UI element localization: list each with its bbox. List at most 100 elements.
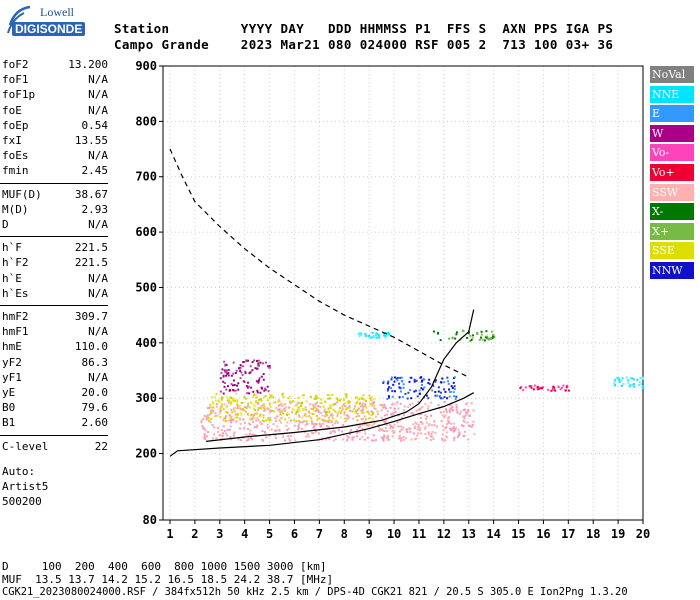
echo-point	[314, 431, 317, 434]
echo-point	[402, 435, 405, 438]
echo-point	[374, 333, 377, 336]
echo-point	[440, 419, 443, 422]
echo-point	[295, 410, 298, 413]
echo-point	[264, 431, 267, 434]
echo-point	[349, 430, 352, 433]
echo-point	[441, 414, 444, 417]
echo-point	[346, 417, 349, 420]
echo-point	[251, 418, 254, 421]
echo-point	[236, 401, 239, 404]
echo-point	[445, 431, 448, 434]
parameter-row-hf2: h`F2 221.5	[0, 256, 108, 270]
echo-point	[445, 425, 448, 428]
echo-point	[247, 428, 250, 431]
echo-point	[232, 433, 235, 436]
echo-point	[239, 439, 242, 442]
parameter-value: 309.7	[74, 310, 108, 323]
echo-point	[223, 385, 226, 388]
echo-point	[393, 376, 396, 379]
echo-point	[214, 412, 217, 415]
echo-point	[280, 402, 283, 405]
echo-point	[230, 438, 233, 441]
lowell-logo: Lowell DIGISONDE	[6, 5, 106, 39]
echo-point	[315, 429, 318, 432]
echo-point	[364, 432, 367, 435]
echo-point	[241, 365, 244, 368]
echo-point	[367, 412, 370, 415]
echo-point	[404, 392, 407, 395]
parameter-label: foE	[2, 103, 22, 117]
echo-point	[215, 403, 218, 406]
echo-point	[263, 409, 266, 412]
echo-point	[396, 421, 399, 424]
echo-point	[293, 419, 296, 422]
echo-point	[411, 402, 414, 405]
echo-point	[341, 405, 344, 408]
echo-point	[248, 432, 251, 435]
echo-point	[427, 407, 430, 410]
echo-point	[295, 404, 298, 407]
echo-point	[346, 407, 349, 410]
echo-point	[315, 407, 318, 410]
echo-point	[399, 402, 402, 405]
echo-point	[272, 401, 275, 404]
echo-point	[413, 427, 416, 430]
echo-point	[336, 412, 339, 415]
echo-point	[367, 424, 370, 427]
echo-point	[550, 389, 553, 392]
echo-point	[387, 396, 390, 399]
echo-point	[358, 403, 361, 406]
echo-point	[243, 421, 246, 424]
echo-point	[451, 386, 454, 389]
echo-point	[258, 379, 261, 382]
autoscale-line1: Auto:	[2, 464, 36, 478]
echo-point	[224, 371, 227, 374]
echo-point	[332, 429, 335, 432]
parameter-value: 2.93	[81, 202, 109, 216]
echo-point	[620, 379, 623, 382]
echo-point	[285, 424, 288, 427]
parameter-row-hes: h`Es N/A	[0, 287, 108, 301]
echo-point	[232, 400, 235, 403]
echo-point	[229, 414, 232, 417]
echo-point	[272, 396, 275, 399]
echo-point	[289, 401, 292, 404]
echo-point	[450, 428, 453, 431]
echo-point	[357, 426, 360, 429]
echo-point	[254, 394, 257, 397]
echo-point	[541, 387, 544, 390]
echo-point	[387, 331, 390, 334]
echo-point	[367, 417, 370, 420]
echo-point	[613, 382, 616, 385]
echo-point	[334, 438, 337, 441]
echo-point	[299, 405, 302, 408]
echo-point	[386, 397, 389, 400]
echo-point	[234, 407, 237, 410]
parameter-row-fof1: foF1 N/A	[0, 73, 108, 87]
echo-point	[532, 388, 535, 391]
echo-point	[471, 337, 474, 340]
echo-point	[329, 414, 332, 417]
echo-point	[260, 407, 263, 410]
echo-point	[270, 394, 273, 397]
echo-point	[257, 409, 260, 412]
parameter-label: foEs	[2, 149, 29, 163]
echo-point	[359, 425, 362, 428]
parameter-value: N/A	[88, 370, 108, 384]
echo-point	[364, 418, 367, 421]
echo-point	[425, 394, 428, 397]
echo-point	[342, 424, 345, 427]
echo-point	[240, 411, 243, 414]
echo-point	[460, 424, 463, 427]
echo-point	[390, 376, 393, 379]
echo-point	[222, 425, 225, 428]
echo-point	[247, 414, 250, 417]
echo-point	[375, 334, 378, 337]
echo-point	[410, 397, 413, 400]
echo-point	[225, 410, 228, 413]
x-tick-label: 19	[611, 527, 625, 541]
echo-point	[301, 407, 304, 410]
echo-point	[380, 436, 383, 439]
echo-point	[409, 389, 412, 392]
echo-point	[327, 407, 330, 410]
